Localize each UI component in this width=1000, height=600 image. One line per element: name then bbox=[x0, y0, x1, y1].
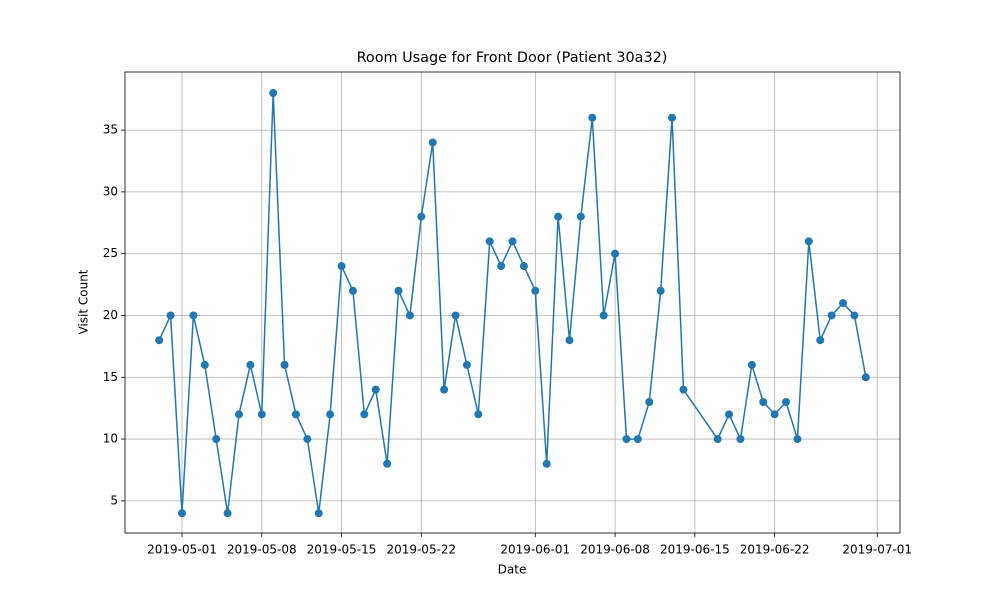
data-point bbox=[656, 286, 665, 295]
data-point bbox=[428, 138, 437, 147]
data-point bbox=[383, 459, 392, 468]
data-point bbox=[645, 397, 654, 406]
y-tick-label: 35 bbox=[103, 123, 118, 137]
x-tick-label: 2019-05-15 bbox=[307, 543, 377, 557]
data-point bbox=[451, 311, 460, 320]
data-point bbox=[713, 435, 722, 444]
data-point bbox=[531, 286, 540, 295]
data-point bbox=[155, 336, 164, 345]
data-point bbox=[417, 212, 426, 221]
data-point bbox=[394, 286, 403, 295]
data-point bbox=[588, 113, 597, 122]
data-point bbox=[246, 360, 255, 369]
data-point bbox=[200, 360, 209, 369]
x-tick-label: 2019-05-22 bbox=[386, 543, 456, 557]
data-point bbox=[474, 410, 483, 419]
data-point bbox=[508, 237, 517, 246]
data-point bbox=[611, 249, 620, 258]
x-tick-label: 2019-07-01 bbox=[842, 543, 912, 557]
data-point bbox=[804, 237, 813, 246]
y-tick-label: 5 bbox=[110, 493, 118, 507]
plot-frame bbox=[124, 71, 901, 534]
data-point bbox=[280, 360, 289, 369]
data-point bbox=[269, 89, 278, 98]
data-point bbox=[314, 509, 323, 518]
x-tick-label: 2019-06-15 bbox=[660, 543, 730, 557]
data-point bbox=[633, 435, 642, 444]
y-axis-label: Visit Count bbox=[77, 269, 91, 334]
x-tick-label: 2019-06-22 bbox=[740, 543, 810, 557]
x-axis-label: Date bbox=[498, 563, 527, 577]
x-tick-label: 2019-05-01 bbox=[147, 543, 217, 557]
data-point bbox=[827, 311, 836, 320]
data-point bbox=[257, 410, 266, 419]
data-point bbox=[622, 435, 631, 444]
y-tick-label: 25 bbox=[103, 246, 118, 260]
data-point bbox=[337, 262, 346, 271]
data-point bbox=[782, 397, 791, 406]
data-point bbox=[519, 262, 528, 271]
data-point bbox=[861, 373, 870, 382]
data-point bbox=[554, 212, 563, 221]
x-tick-label: 2019-06-01 bbox=[500, 543, 570, 557]
data-point bbox=[223, 509, 232, 518]
x-tick-label: 2019-05-08 bbox=[227, 543, 297, 557]
chart-title: Room Usage for Front Door (Patient 30a32… bbox=[357, 50, 668, 66]
data-point bbox=[679, 385, 688, 394]
data-point bbox=[291, 410, 300, 419]
data-point bbox=[565, 336, 574, 345]
data-point bbox=[839, 299, 848, 308]
data-point bbox=[212, 435, 221, 444]
data-point bbox=[668, 113, 677, 122]
y-tick-label: 30 bbox=[103, 184, 118, 198]
data-point bbox=[759, 397, 768, 406]
y-tick-label: 10 bbox=[103, 432, 118, 446]
data-point bbox=[770, 410, 779, 419]
data-point bbox=[326, 410, 335, 419]
data-point bbox=[725, 410, 734, 419]
data-point bbox=[166, 311, 175, 320]
y-tick-label: 15 bbox=[103, 370, 118, 384]
data-point bbox=[462, 360, 471, 369]
data-point bbox=[177, 509, 186, 518]
data-point bbox=[348, 286, 357, 295]
data-point bbox=[542, 459, 551, 468]
data-point bbox=[850, 311, 859, 320]
data-point bbox=[816, 336, 825, 345]
data-point bbox=[599, 311, 608, 320]
x-tick-label: 2019-06-08 bbox=[580, 543, 650, 557]
data-point bbox=[747, 360, 756, 369]
y-tick-label: 20 bbox=[103, 308, 118, 322]
data-point bbox=[736, 435, 745, 444]
data-point bbox=[405, 311, 414, 320]
data-point bbox=[497, 262, 506, 271]
data-point bbox=[485, 237, 494, 246]
data-point bbox=[303, 435, 312, 444]
data-point bbox=[371, 385, 380, 394]
data-point bbox=[576, 212, 585, 221]
data-point bbox=[234, 410, 243, 419]
data-point bbox=[793, 435, 802, 444]
data-point bbox=[440, 385, 449, 394]
data-point bbox=[360, 410, 369, 419]
data-point bbox=[189, 311, 198, 320]
